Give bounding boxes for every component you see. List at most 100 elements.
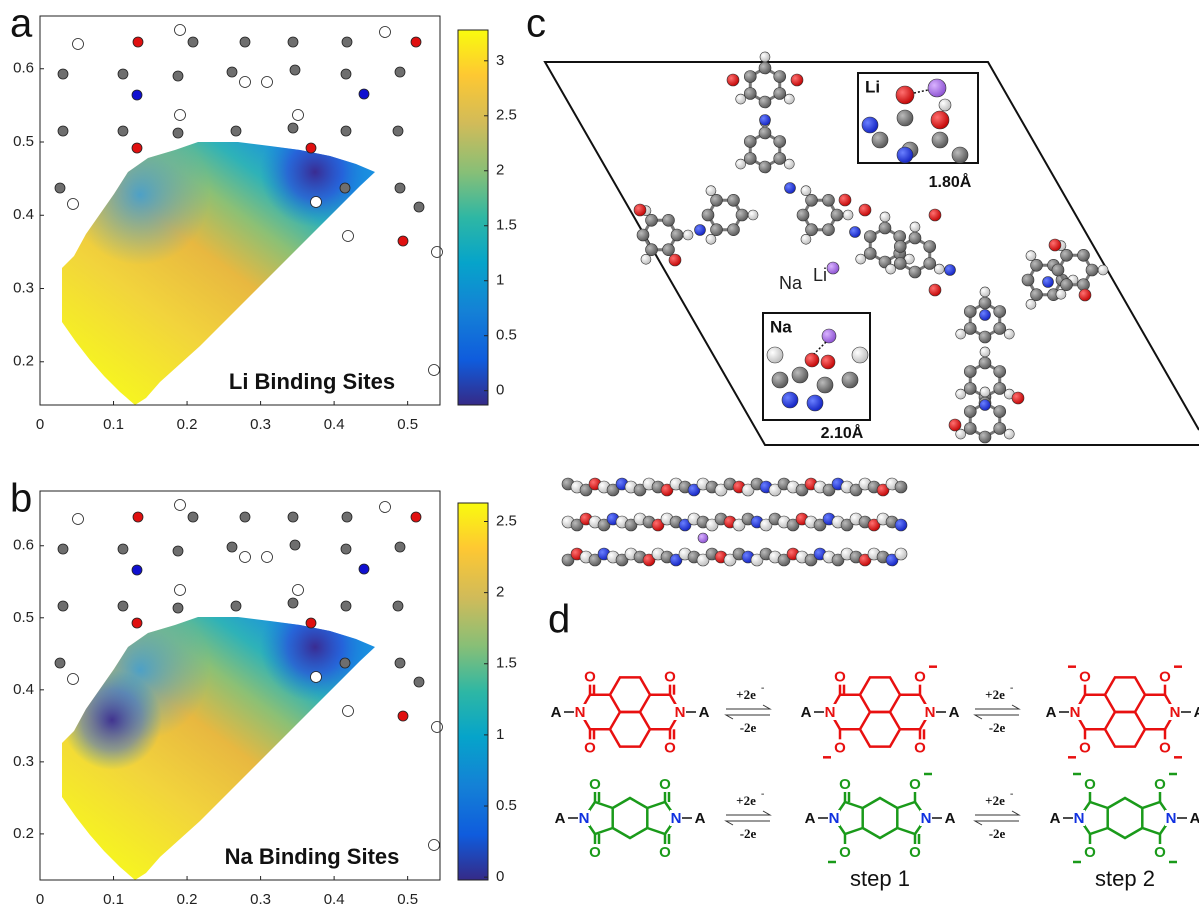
atom xyxy=(1077,248,1090,262)
atom-label: N xyxy=(1166,810,1177,827)
atom xyxy=(773,87,787,100)
arrow xyxy=(726,704,772,710)
label-bg xyxy=(659,844,671,860)
atom xyxy=(944,264,956,276)
site-atom xyxy=(172,127,184,139)
end-group: A xyxy=(949,704,960,721)
y-tick-label: 0.3 xyxy=(13,279,34,296)
site-atom xyxy=(379,26,391,38)
framework-molecule xyxy=(633,51,1109,444)
site-atom xyxy=(310,196,322,208)
atom xyxy=(893,240,907,253)
atom xyxy=(710,223,723,237)
site-atom xyxy=(292,584,304,596)
site-atom xyxy=(131,617,143,629)
site-atom xyxy=(289,64,301,76)
label-bg xyxy=(1165,810,1177,826)
y-tick-label: 0.6 xyxy=(13,60,34,77)
label-bg xyxy=(834,739,846,756)
atom xyxy=(955,428,967,440)
atom xyxy=(743,70,757,83)
label-bg xyxy=(914,668,926,685)
step-label: step 2 xyxy=(1095,866,1155,891)
atom xyxy=(963,405,977,418)
label-bg xyxy=(1069,704,1081,720)
site-atom xyxy=(287,597,299,609)
atom xyxy=(858,553,872,567)
atom xyxy=(696,553,710,567)
atom xyxy=(651,518,665,532)
atom xyxy=(561,553,575,567)
site-atom xyxy=(358,563,370,575)
colorbar-tick-label: 2 xyxy=(496,584,504,601)
x-tick-label: 0 xyxy=(36,416,44,433)
site-atom xyxy=(305,617,317,629)
ion-label: Na xyxy=(779,273,803,293)
atom xyxy=(735,208,749,222)
site-atom xyxy=(67,673,79,685)
atom xyxy=(806,394,824,412)
panel-label: d xyxy=(548,598,570,642)
site-atom xyxy=(410,36,422,48)
site-atom xyxy=(174,109,186,121)
atom xyxy=(840,518,854,532)
label-bg xyxy=(839,844,851,860)
atom xyxy=(662,213,675,227)
site-atom xyxy=(305,142,317,154)
atom xyxy=(805,193,818,207)
site-atom xyxy=(187,36,199,48)
atom xyxy=(863,230,877,243)
atom xyxy=(894,518,908,532)
atom-label: N xyxy=(1074,810,1085,827)
arrow xyxy=(726,810,772,816)
electron-charge: - xyxy=(761,788,764,799)
atom xyxy=(820,354,836,370)
plot-frame xyxy=(39,15,441,406)
site-atom xyxy=(174,584,186,596)
site-atom xyxy=(392,125,404,137)
site-atom xyxy=(339,657,351,669)
atom xyxy=(896,146,914,164)
atom xyxy=(993,322,1007,335)
ion-label: Li xyxy=(813,265,827,285)
panel-c: c Na Li Li 1.80Å Na 2.10Å xyxy=(526,2,1199,567)
ring xyxy=(858,676,902,714)
atom xyxy=(606,483,620,497)
atom xyxy=(697,532,709,544)
y-tick-label: 0.5 xyxy=(13,609,34,626)
atom xyxy=(1021,273,1035,287)
atom xyxy=(979,386,991,398)
arrow xyxy=(973,714,1019,720)
site-atom xyxy=(340,68,352,80)
atom xyxy=(735,93,747,105)
site-atom xyxy=(54,182,66,194)
site-atom xyxy=(287,36,299,48)
arrow xyxy=(724,820,770,826)
ring xyxy=(608,710,652,748)
atom xyxy=(1051,263,1065,277)
atom xyxy=(993,365,1007,378)
y-tick-label: 0.3 xyxy=(13,753,34,770)
atom xyxy=(1060,278,1073,292)
atom xyxy=(955,388,967,400)
atom xyxy=(893,257,907,270)
colorbar-tick-label: 0.5 xyxy=(496,327,517,344)
site-atom xyxy=(397,235,409,247)
colorbar-tick-label: 0 xyxy=(496,868,504,885)
end-group: A xyxy=(1050,810,1061,827)
atom xyxy=(597,518,611,532)
label-bg xyxy=(664,739,676,756)
atom-label: N xyxy=(921,810,932,827)
electron-charge: - xyxy=(1010,682,1013,693)
label-bg xyxy=(1084,776,1096,792)
reduction-label: +2e xyxy=(736,793,756,808)
ring xyxy=(611,796,649,840)
atom xyxy=(759,51,771,63)
atom xyxy=(933,263,945,275)
heatmap-panel: 0 0.1 0.2 0.3 0.4 0.5 0.2 0.3 0.4 0.5 0.6 0 0.5 1 1.5 2… xyxy=(10,477,517,908)
site-atom xyxy=(289,539,301,551)
atom-label: O xyxy=(1159,739,1171,756)
label-bg xyxy=(909,776,921,792)
atom xyxy=(758,61,772,75)
